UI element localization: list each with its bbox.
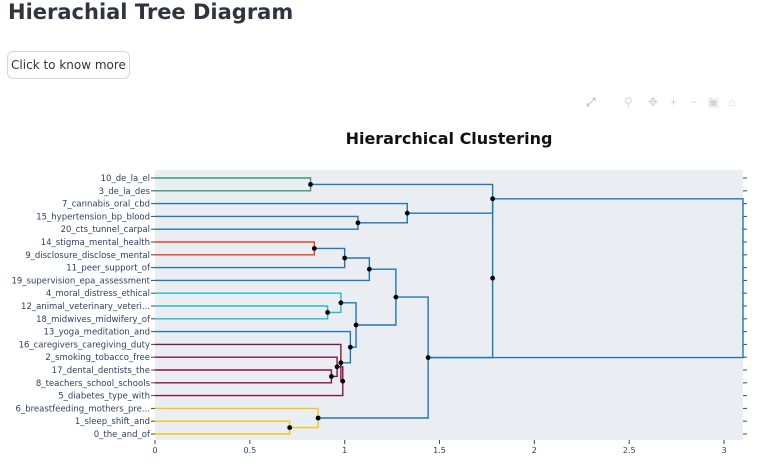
leaf-label: 1_sleep_shift_and [75,417,150,427]
merge-node[interactable] [353,322,359,328]
leaf-label: 14_stigma_mental_health [41,238,150,248]
leaf-label: 20_cts_tunnel_carpal [61,225,150,235]
leaf-label: 5_diabetes_type_with [58,392,150,402]
leaf-label: 18_midwives_midwifery_of [36,315,151,325]
pan-icon[interactable]: ✥ [648,95,659,109]
merge-node[interactable] [404,210,410,216]
app-title: Hierachial Tree Diagram [8,0,294,24]
merge-node[interactable] [329,374,334,379]
chart-title: Hierarchical Clustering [346,129,553,148]
merge-node[interactable] [287,425,293,430]
leaf-label: 7_cannabis_oral_cbd [62,200,150,210]
merge-node[interactable] [338,300,344,306]
leaf-label: 4_moral_distress_ethical [46,289,150,299]
leaf-label: 9_disclosure_disclose_mental [25,251,150,261]
merge-node[interactable] [366,266,372,272]
merge-node[interactable] [311,246,317,251]
x-tick-label: 3 [721,446,726,455]
leaf-label: 12_animal_veterinary_veteri... [21,302,150,312]
zoom-out-icon[interactable]: − [690,95,698,109]
x-tick-label: 1.5 [433,446,446,455]
merge-node[interactable] [340,378,346,384]
merge-node[interactable] [347,344,353,350]
merge-node[interactable] [490,275,496,281]
merge-node[interactable] [338,360,344,366]
x-tick-label: 2.5 [623,446,636,455]
zoom-in-icon[interactable]: + [670,95,678,109]
leaf-labels: 10_de_la_el 3_de_la_des 7_cannabis_oral_cb… [12,174,747,440]
merge-node[interactable] [315,415,321,421]
x-axis: 0 0.5 1 1.5 2 2.5 3 [152,440,727,455]
merge-node[interactable] [355,220,361,226]
merge-node[interactable] [325,310,331,315]
x-tick-label: 0.5 [243,446,256,455]
leaf-label: 15_hypertension_bp_blood [36,212,150,222]
merge-node[interactable] [308,182,313,187]
leaf-label: 17_dental_dentists_the [52,366,150,376]
leaf-label: 3_de_la_des [99,187,151,197]
x-tick-label: 0 [152,446,157,455]
merge-nodes [287,182,496,430]
merge-node[interactable] [334,364,340,370]
x-tick-label: 1 [342,446,347,455]
leaf-label: 19_supervision_epa_assessment [12,276,151,286]
know-more-button[interactable]: Click to know more [7,51,130,79]
leaf-label: 16_caregivers_caregiving_duty [19,340,150,350]
leaf-label: 13_yoga_meditation_and [44,328,150,338]
leaf-label: 8_teachers_school_schools [36,379,151,389]
merge-node[interactable] [342,255,348,261]
autoscale-icon[interactable]: ▣ [708,95,720,109]
leaf-label: 11_peer_support_of [66,264,151,274]
expand-icon[interactable]: ⤢ [586,95,596,109]
leaf-label: 10_de_la_el [101,174,150,184]
merge-node[interactable] [490,196,496,202]
leaf-label: 0_the_and_of [94,430,151,440]
x-tick-label: 2 [532,446,537,455]
merge-node[interactable] [393,294,399,300]
chart-modebar: ⤢ ⚲ ✥ + − ▣ ⌂ [586,95,776,111]
merge-node[interactable] [425,355,431,360]
reset-axes-icon[interactable]: ⌂ [728,95,736,109]
dendrogram-link [428,198,744,359]
plot-area [155,170,743,440]
zoom-icon[interactable]: ⚲ [624,95,633,109]
leaf-label: 6_breastfeeding_mothers_pre... [16,404,150,414]
leaf-label: 2_smoking_tobacco_free [45,353,150,363]
